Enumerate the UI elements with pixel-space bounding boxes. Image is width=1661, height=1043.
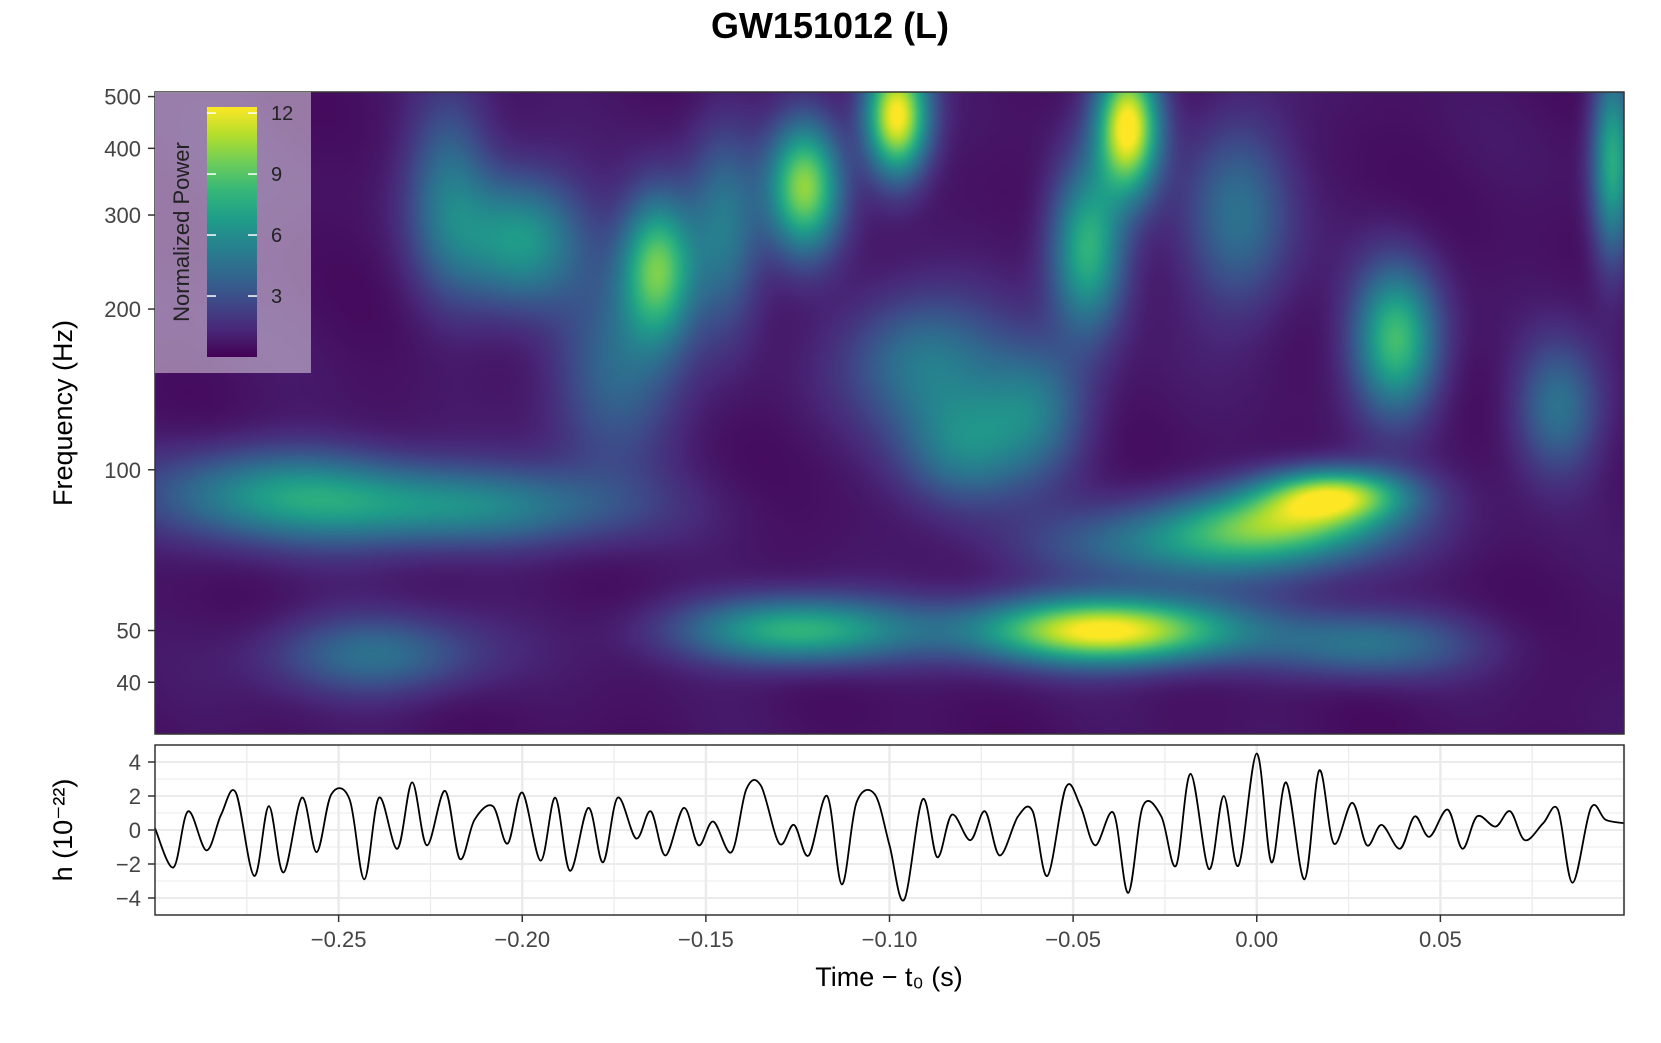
strain-y-tick-label: 2 (129, 784, 141, 809)
x-tick-label: −0.05 (1045, 927, 1101, 952)
colorbar-label: Normalized Power (169, 142, 194, 322)
spectrogram-y-label: Frequency (Hz) (48, 320, 78, 506)
colorbar-ticks: 3 6 9 12 (207, 103, 293, 308)
strain-y-tick-label: 4 (129, 750, 141, 775)
spectrogram-y-tick-label: 200 (104, 297, 141, 322)
strain-series-line (154, 752, 1625, 902)
spectrogram-y-tick-label: 500 (104, 85, 141, 110)
colorbar-tick-label: 3 (271, 286, 282, 308)
colorbar-tick-label: 12 (271, 103, 293, 125)
spectrogram-y-tick-label: 50 (117, 619, 141, 644)
x-tick-label: 0.05 (1419, 927, 1462, 952)
strain-y-tick-label: −4 (116, 886, 141, 911)
strain-y-tick-label: −2 (116, 852, 141, 877)
strain-y-label: h (10⁻²²) (48, 779, 78, 882)
spectrogram-image (155, 92, 1624, 734)
x-tick-label: 0.00 (1235, 927, 1278, 952)
x-tick-label: −0.10 (862, 927, 918, 952)
x-tick-label: −0.15 (678, 927, 734, 952)
spectrogram-y-tick-label: 300 (104, 203, 141, 228)
strain-y-axis: −4 −2 0 2 4 (116, 750, 155, 911)
spectrogram-y-tick-label: 40 (117, 670, 141, 695)
x-tick-label: −0.25 (311, 927, 367, 952)
x-axis-label: Time − t₀ (s) (815, 962, 962, 992)
strain-grid (155, 744, 1626, 916)
x-axis: −0.25 −0.20 −0.15 −0.10 −0.05 0.00 0.05 (311, 915, 1462, 952)
spectrogram-frame (154, 91, 1625, 735)
spectrogram-y-tick-label: 400 (104, 136, 141, 161)
strain-y-tick-label: 0 (129, 818, 141, 843)
chart-title: GW151012 (L) (711, 5, 949, 46)
colorbar-tick-label: 9 (271, 164, 282, 186)
spectrogram-y-tick-label: 100 (104, 458, 141, 483)
colorbar (207, 107, 257, 357)
colorbar-tick-label: 6 (271, 225, 282, 247)
spectrogram-y-axis: 40 50 100 200 300 400 500 (104, 85, 155, 695)
x-tick-label: −0.20 (494, 927, 550, 952)
